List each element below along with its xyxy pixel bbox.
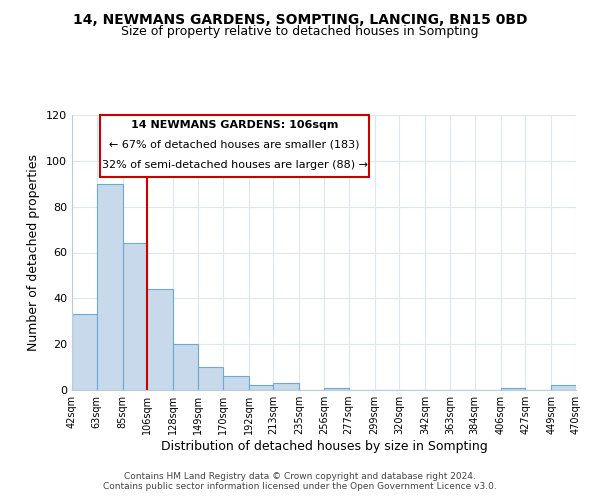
FancyBboxPatch shape: [100, 115, 370, 177]
Text: 14, NEWMANS GARDENS, SOMPTING, LANCING, BN15 0BD: 14, NEWMANS GARDENS, SOMPTING, LANCING, …: [73, 12, 527, 26]
Y-axis label: Number of detached properties: Number of detached properties: [28, 154, 40, 351]
Bar: [122, 244, 148, 390]
X-axis label: Distribution of detached houses by size in Sompting: Distribution of detached houses by size …: [161, 440, 487, 453]
Text: 32% of semi-detached houses are larger (88) →: 32% of semi-detached houses are larger (…: [101, 160, 368, 170]
Bar: [72, 314, 97, 390]
Bar: [223, 376, 248, 390]
Bar: [198, 367, 223, 390]
Bar: [97, 184, 122, 390]
Text: Size of property relative to detached houses in Sompting: Size of property relative to detached ho…: [121, 25, 479, 38]
Bar: [173, 344, 198, 390]
Bar: [500, 388, 526, 390]
Text: Contains HM Land Registry data © Crown copyright and database right 2024.: Contains HM Land Registry data © Crown c…: [124, 472, 476, 481]
Text: 14 NEWMANS GARDENS: 106sqm: 14 NEWMANS GARDENS: 106sqm: [131, 120, 338, 130]
Bar: [148, 289, 173, 390]
Bar: [324, 388, 349, 390]
Bar: [274, 383, 299, 390]
Bar: [248, 386, 274, 390]
Text: Contains public sector information licensed under the Open Government Licence v3: Contains public sector information licen…: [103, 482, 497, 491]
Text: ← 67% of detached houses are smaller (183): ← 67% of detached houses are smaller (18…: [109, 140, 360, 150]
Bar: [551, 386, 576, 390]
